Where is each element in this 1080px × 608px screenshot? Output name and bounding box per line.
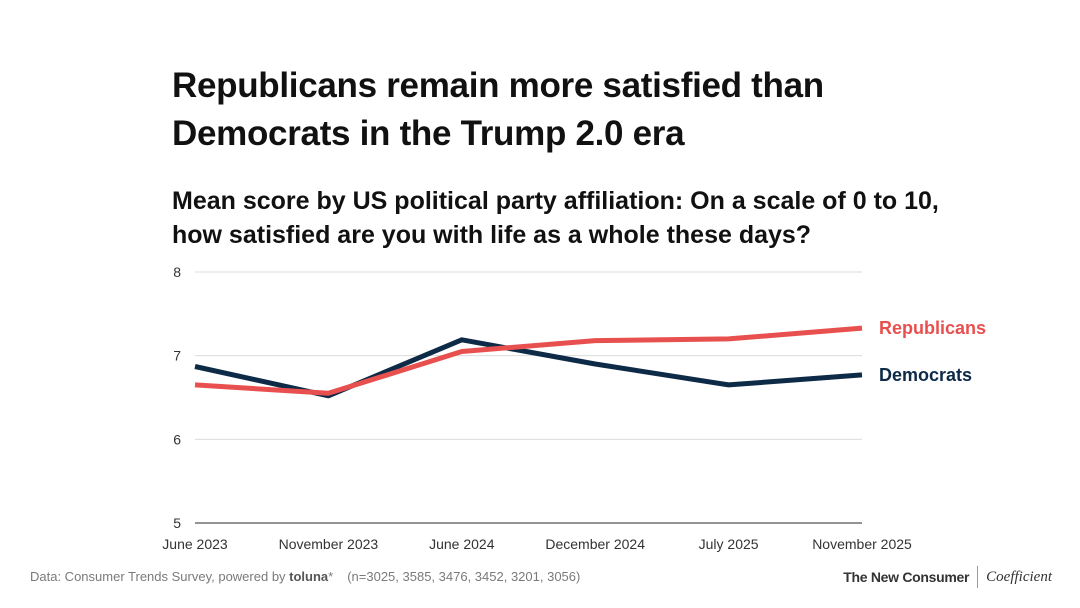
footer-source: Data: Consumer Trends Survey, powered by… [30,569,580,584]
chart-subtitle: Mean score by US political party affilia… [172,187,939,249]
y-tick-label: 7 [173,348,181,364]
footer-logos: The New Consumer Coefficient [843,566,1052,588]
x-tick-label: June 2023 [162,536,228,552]
x-tick-label: June 2024 [429,536,495,552]
source-text: Data: Consumer Trends Survey, powered by [30,569,290,584]
sample-sizes: (n=3025, 3585, 3476, 3452, 3201, 3056) [347,569,581,584]
logo-divider [977,566,979,588]
x-tick-label: December 2024 [545,536,645,552]
toluna-mark: * [328,569,334,584]
toluna-logo: toluna [289,569,329,584]
series-label-democrats: Democrats [879,365,972,385]
x-tick-label: November 2023 [279,536,379,552]
y-tick-label: 5 [173,515,181,531]
series-label-republicans: Republicans [879,318,986,338]
series-line-republicans [194,325,863,396]
x-tick-label: November 2025 [812,536,912,552]
y-tick-label: 8 [173,264,181,280]
x-tick-label: July 2025 [699,536,759,552]
chart-title: Republicans remain more satisfied than D… [172,66,824,153]
coefficient-logo: Coefficient [986,568,1052,585]
y-tick-label: 6 [173,431,181,447]
new-consumer-logo: The New Consumer [843,569,970,585]
